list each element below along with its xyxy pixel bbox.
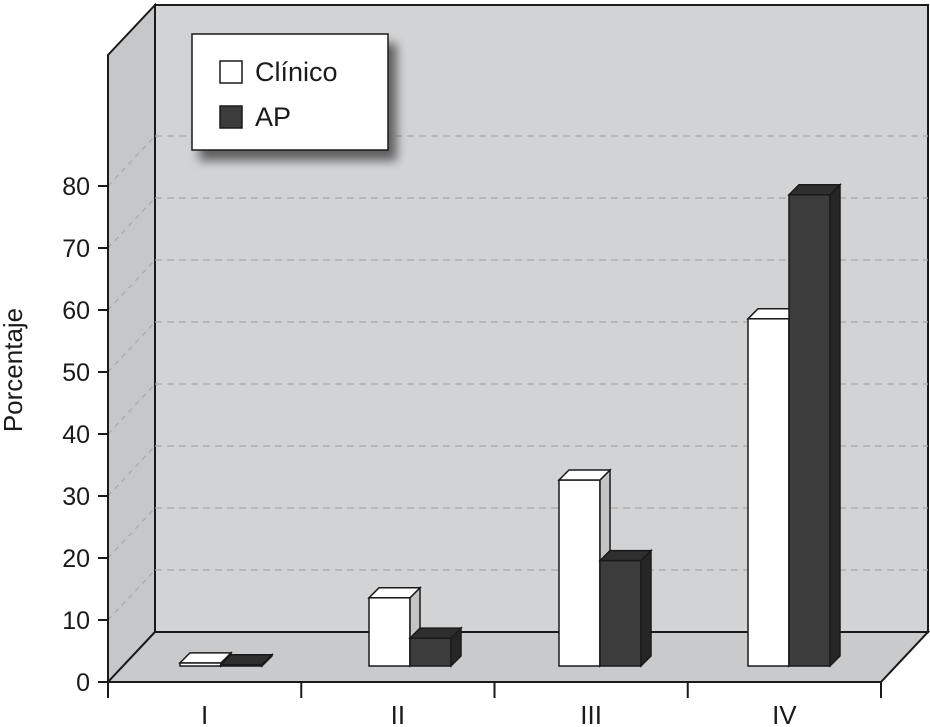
y-tick-label: 70 bbox=[62, 235, 90, 263]
x-tick-label: II bbox=[391, 700, 405, 727]
y-tick-label: 80 bbox=[62, 173, 90, 201]
bar-clinico-front bbox=[558, 479, 601, 667]
y-tick-label: 20 bbox=[62, 545, 90, 573]
gridline-side bbox=[107, 135, 156, 187]
gridline-side bbox=[107, 507, 156, 559]
bar-clinico-front bbox=[368, 597, 411, 667]
bar-clinico-top bbox=[367, 587, 422, 599]
legend-swatch-ap bbox=[219, 105, 243, 129]
legend-swatch-clinico bbox=[219, 60, 243, 84]
x-tick-label: I bbox=[201, 700, 208, 727]
legend-label-ap: AP bbox=[255, 102, 291, 132]
y-axis-title: Porcentaje bbox=[0, 308, 28, 432]
y-tick-label: 60 bbox=[62, 297, 90, 325]
gridline-side bbox=[107, 569, 156, 621]
bar-ap-front bbox=[788, 194, 831, 667]
y-tick-label: 40 bbox=[62, 421, 90, 449]
bar-ap-III bbox=[598, 548, 653, 668]
bar-ap-top bbox=[408, 627, 463, 639]
x-axis-ticks: I II III IV bbox=[107, 682, 882, 727]
bar-ap-II bbox=[408, 626, 463, 668]
gridline-side bbox=[107, 197, 156, 249]
chart-side-wall bbox=[107, 2, 156, 685]
bar-ap-I bbox=[219, 652, 274, 668]
y-tick-label: 10 bbox=[62, 607, 90, 635]
y-tick-label: 30 bbox=[62, 483, 90, 511]
legend-label-clinico: Clínico bbox=[255, 57, 338, 87]
bar-ap-top bbox=[219, 654, 274, 666]
x-tick-label: IV bbox=[772, 700, 797, 727]
bar-ap-side bbox=[829, 182, 841, 668]
bar-clinico-top bbox=[557, 469, 612, 481]
bar-ap-front bbox=[599, 559, 642, 667]
gridline-side bbox=[107, 321, 156, 373]
bar-clinico-front bbox=[747, 318, 790, 667]
bar-ap-front bbox=[409, 637, 452, 667]
bar-clinico-III bbox=[557, 468, 612, 668]
y-tick-label: 50 bbox=[62, 359, 90, 387]
bar-ap-top bbox=[598, 549, 653, 562]
bars bbox=[178, 182, 842, 668]
legend: Clínico AP bbox=[191, 33, 389, 151]
y-tick-label: 0 bbox=[76, 669, 90, 697]
x-tick-label: III bbox=[580, 700, 602, 727]
gridline-side bbox=[107, 445, 156, 497]
bar-clinico-II bbox=[367, 585, 422, 668]
legend-box bbox=[191, 33, 389, 151]
bar-ap-top bbox=[787, 184, 842, 196]
bar-ap-side bbox=[640, 548, 652, 668]
y-axis-ticks: 0 10 20 30 40 50 60 70 80 bbox=[62, 173, 108, 697]
bar-clinico-top bbox=[178, 652, 233, 664]
bar-ap-IV bbox=[787, 182, 842, 668]
gridline-side bbox=[107, 259, 156, 311]
gridline-side bbox=[107, 383, 156, 435]
gridlines bbox=[107, 135, 928, 621]
